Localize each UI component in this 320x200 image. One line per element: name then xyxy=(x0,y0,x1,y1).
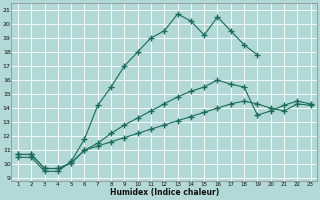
X-axis label: Humidex (Indice chaleur): Humidex (Indice chaleur) xyxy=(110,188,219,197)
